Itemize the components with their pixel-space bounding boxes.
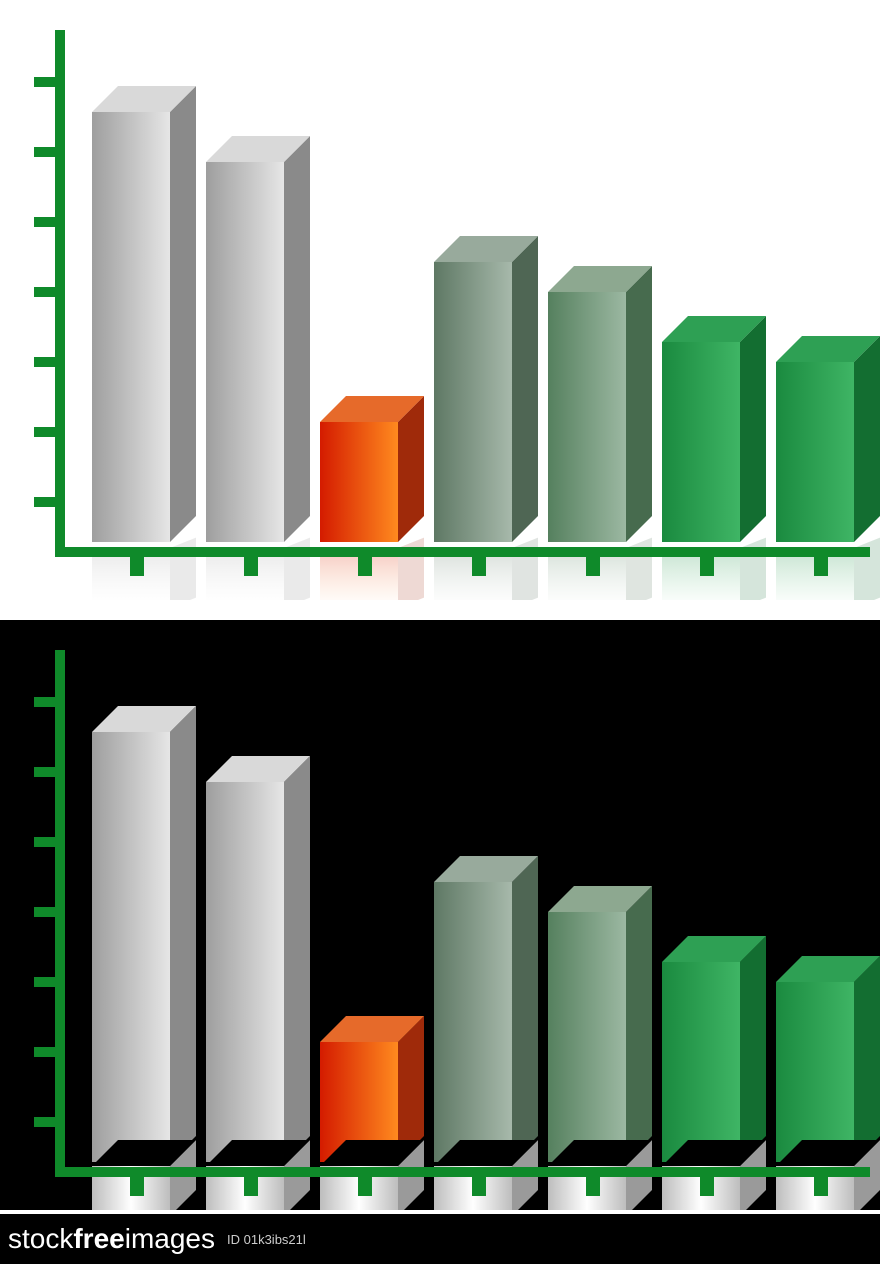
chart-bar (776, 956, 880, 1162)
chart-bar (776, 336, 880, 542)
chart-bar (206, 136, 310, 542)
chart-bar (92, 706, 196, 1162)
watermark-id: ID 01k3ibs21l (227, 1232, 306, 1247)
chart-bar (320, 396, 424, 542)
chart-bar (662, 316, 766, 542)
watermark-logo: stockfreeimages (8, 1223, 215, 1255)
bar-chart-3d (0, 620, 880, 1210)
chart-bar (434, 236, 538, 542)
watermark-text-3: images (125, 1223, 215, 1254)
watermark-text-1: stock (8, 1223, 73, 1254)
chart-bar (92, 86, 196, 542)
watermark-bar: stockfreeimages ID 01k3ibs21l (0, 1214, 880, 1264)
watermark-text-2: free (73, 1223, 124, 1254)
chart-bar (662, 936, 766, 1162)
chart-bar (206, 756, 310, 1162)
chart-bar (548, 886, 652, 1162)
chart-bar (434, 856, 538, 1162)
bar-chart-3d (0, 0, 880, 600)
chart-bar (548, 266, 652, 542)
